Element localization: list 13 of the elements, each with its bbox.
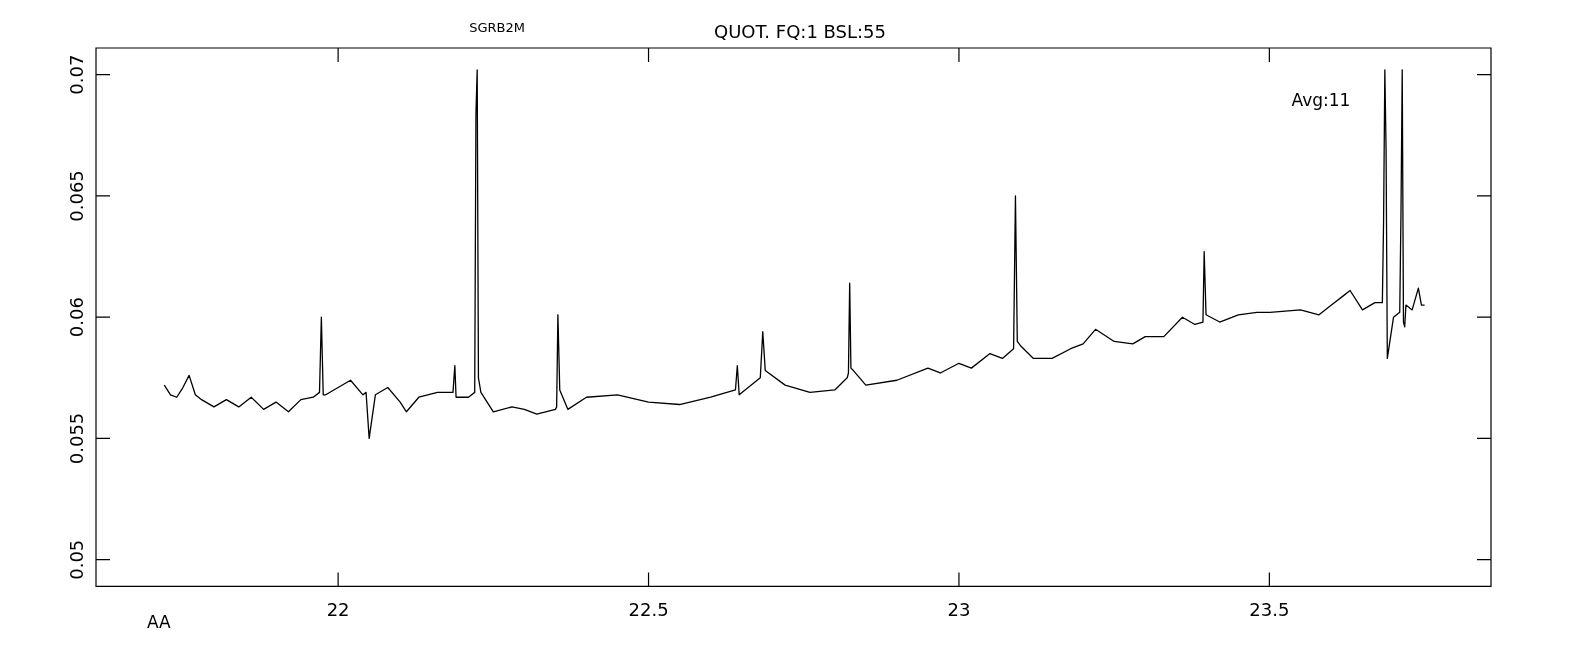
x-tick-label: 23.5 [1249,598,1290,620]
y-tick-label: 0.065 [65,170,87,222]
x-tick-label: 23 [947,598,971,620]
y-tick-label: 0.055 [65,412,87,465]
y-tick-label: 0.07 [65,54,87,95]
chart-subtitle: SGRB2M [469,20,525,35]
y-tick-label: 0.05 [65,539,87,580]
y-tick-label: 0.06 [65,297,87,338]
x-tick-label: 22 [326,598,350,620]
annotation: Avg:11 [1291,90,1351,110]
x-tick-label: 22.5 [628,598,669,620]
chart-title: QUOT. FQ:1 BSL:55 [713,21,887,42]
x-axis-title: AA [147,612,172,632]
